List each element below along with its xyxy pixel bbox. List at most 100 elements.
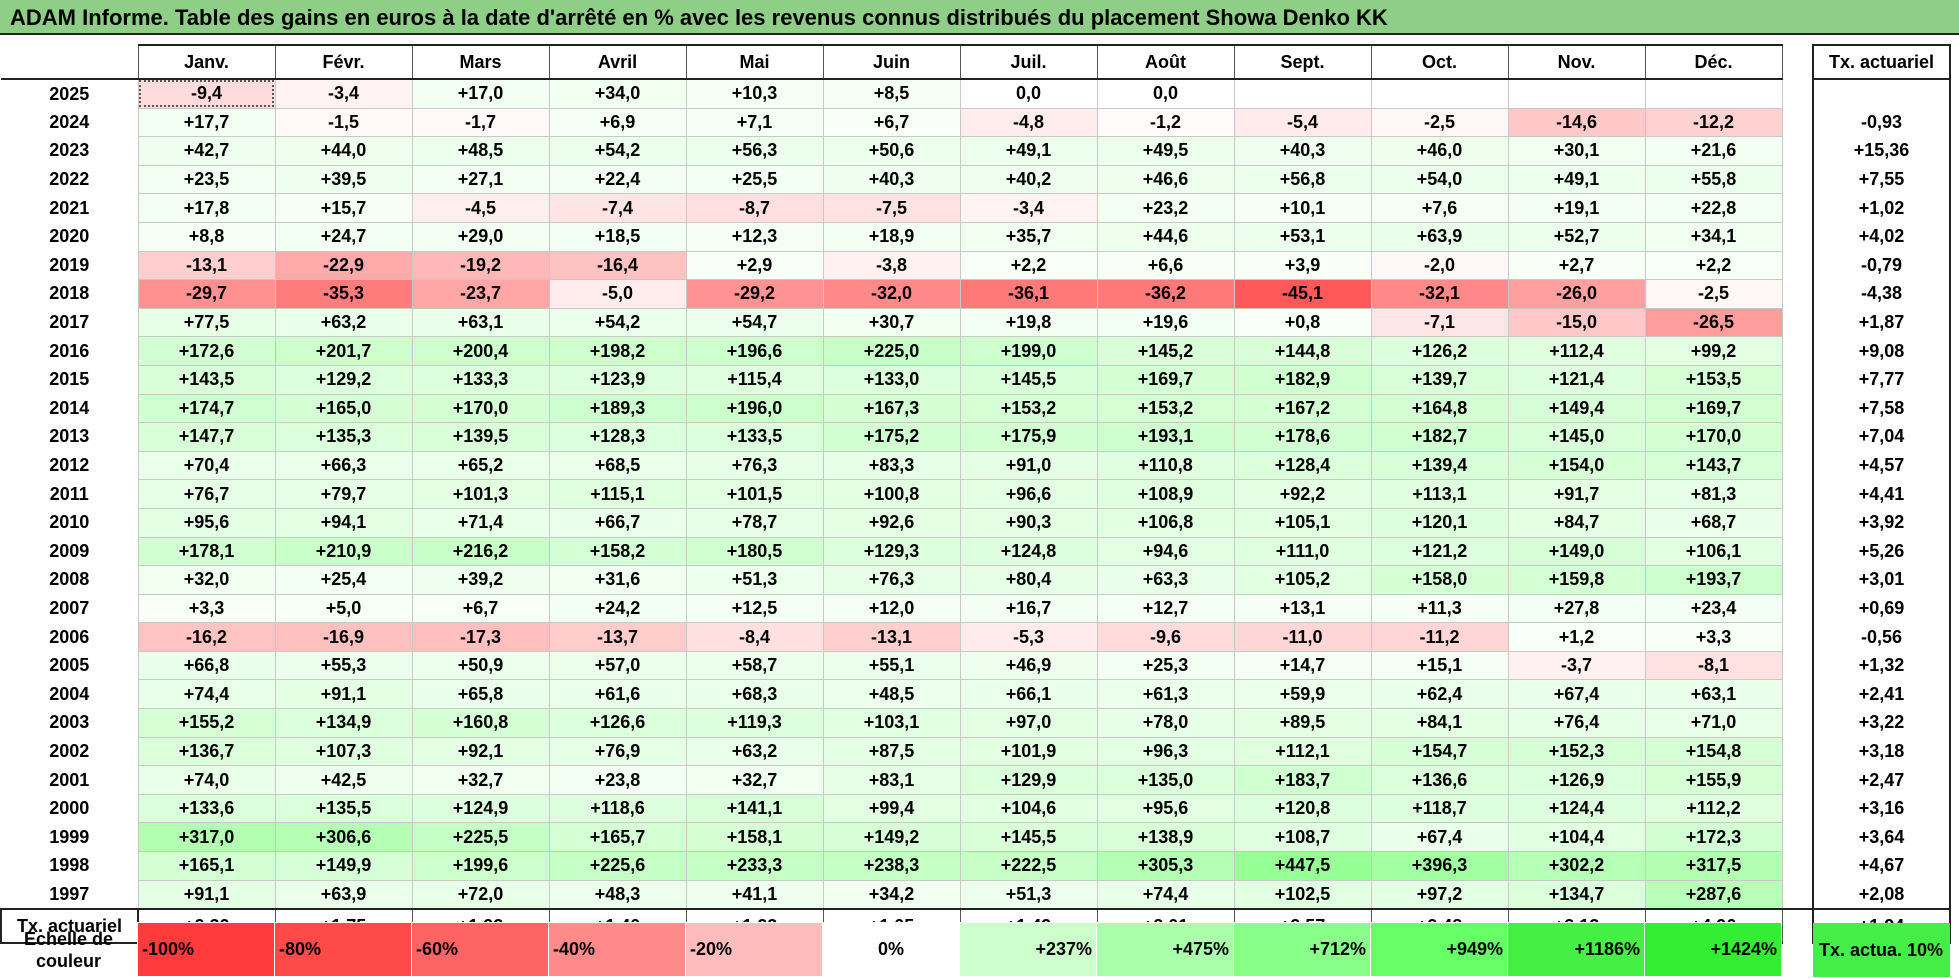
actuarial-cell[interactable]: +0,69 (1812, 594, 1951, 623)
gain-cell[interactable]: -16,4 (548, 250, 687, 281)
gain-cell[interactable]: +22,8 (1644, 193, 1783, 223)
gain-cell[interactable]: +99,2 (1644, 336, 1783, 366)
gain-cell[interactable]: +14,7 (1233, 650, 1372, 681)
gain-cell[interactable]: -3,4 (959, 193, 1098, 223)
gain-cell[interactable]: +23,4 (1644, 593, 1783, 624)
gain-cell[interactable]: +46,6 (1096, 164, 1235, 195)
gain-cell[interactable]: +50,6 (822, 136, 961, 166)
gain-cell[interactable]: -11,0 (1233, 622, 1372, 652)
gain-cell[interactable]: +46,9 (959, 650, 1098, 681)
gain-cell[interactable]: +233,3 (685, 851, 824, 881)
gain-cell[interactable]: -13,7 (548, 622, 687, 652)
gain-cell[interactable]: +164,8 (1370, 393, 1509, 424)
gain-cell[interactable]: +63,1 (411, 307, 550, 338)
gain-cell[interactable]: -16,2 (137, 622, 276, 652)
month-header[interactable]: Oct. (1370, 44, 1509, 80)
gain-cell[interactable]: +123,9 (548, 364, 687, 395)
gain-cell[interactable]: +15,7 (274, 193, 413, 223)
gain-cell[interactable]: +12,3 (685, 221, 824, 252)
gain-cell[interactable]: +183,7 (1233, 765, 1372, 795)
gain-cell[interactable]: +52,7 (1507, 221, 1646, 252)
gain-cell[interactable]: -5,4 (1233, 107, 1372, 138)
actuarial-cell[interactable]: +3,92 (1812, 508, 1951, 537)
gain-cell[interactable]: +80,4 (959, 565, 1098, 595)
gain-cell[interactable]: -11,2 (1370, 622, 1509, 652)
gain-cell[interactable]: +112,2 (1644, 793, 1783, 824)
gain-cell[interactable]: +196,0 (685, 393, 824, 424)
gain-cell[interactable]: +135,0 (1096, 765, 1235, 795)
gain-cell[interactable]: +6,9 (548, 107, 687, 138)
gain-cell[interactable]: +97,0 (959, 708, 1098, 738)
gain-cell[interactable]: +135,3 (274, 422, 413, 452)
gain-cell[interactable]: +193,1 (1096, 422, 1235, 452)
gain-cell[interactable]: +83,3 (822, 450, 961, 481)
gain-cell[interactable]: +158,1 (685, 822, 824, 853)
actuarial-cell[interactable]: -0,93 (1812, 108, 1951, 137)
gain-cell[interactable]: -29,2 (685, 279, 824, 309)
gain-cell[interactable]: +91,1 (274, 679, 413, 710)
gain-cell[interactable]: +49,5 (1096, 136, 1235, 166)
gain-cell[interactable]: +58,7 (685, 650, 824, 681)
gain-cell[interactable]: +133,0 (822, 364, 961, 395)
gain-cell[interactable]: +104,6 (959, 793, 1098, 824)
actuarial-cell[interactable]: +3,18 (1812, 737, 1951, 766)
month-header[interactable]: Juin (822, 44, 961, 80)
gain-cell[interactable]: +54,2 (548, 307, 687, 338)
gain-cell[interactable]: +18,9 (822, 221, 961, 252)
gain-cell[interactable]: -8,7 (685, 193, 824, 223)
gain-cell[interactable]: +174,7 (137, 393, 276, 424)
gain-cell[interactable]: +54,0 (1370, 164, 1509, 195)
gain-cell[interactable]: +63,9 (1370, 221, 1509, 252)
gain-cell[interactable]: +121,4 (1507, 364, 1646, 395)
gain-cell[interactable]: +30,1 (1507, 136, 1646, 166)
gain-cell[interactable]: +5,0 (274, 593, 413, 624)
gain-cell[interactable]: +54,7 (685, 307, 824, 338)
gain-cell[interactable]: +67,4 (1507, 679, 1646, 710)
gain-cell[interactable]: +317,5 (1644, 851, 1783, 881)
gain-cell[interactable]: +113,1 (1370, 479, 1509, 509)
gain-cell[interactable]: +447,5 (1233, 851, 1372, 881)
gain-cell[interactable]: +107,3 (274, 736, 413, 767)
gain-cell[interactable]: +105,1 (1233, 507, 1372, 538)
gain-cell[interactable]: +152,3 (1507, 736, 1646, 767)
gain-cell[interactable]: +120,8 (1233, 793, 1372, 824)
gain-cell[interactable]: +79,7 (274, 479, 413, 509)
gain-cell[interactable]: -15,0 (1507, 307, 1646, 338)
actuarial-cell[interactable]: +9,08 (1812, 336, 1951, 366)
gain-cell[interactable]: +70,4 (137, 450, 276, 481)
gain-cell[interactable]: +40,3 (1233, 136, 1372, 166)
gain-cell[interactable]: +6,6 (1096, 250, 1235, 281)
gain-cell[interactable]: -2,5 (1370, 107, 1509, 138)
gain-cell[interactable]: +31,6 (548, 565, 687, 595)
gain-cell[interactable]: +101,3 (411, 479, 550, 509)
month-header[interactable]: Mai (685, 44, 824, 80)
actuarial-cell[interactable]: +1,02 (1812, 193, 1951, 223)
gain-cell[interactable]: +112,4 (1507, 336, 1646, 366)
gain-cell[interactable]: +159,8 (1507, 565, 1646, 595)
gain-cell[interactable]: -1,7 (411, 107, 550, 138)
gain-cell[interactable]: +19,6 (1096, 307, 1235, 338)
gain-cell[interactable]: +108,9 (1096, 479, 1235, 509)
gain-cell[interactable]: +102,5 (1233, 879, 1372, 911)
gain-cell[interactable]: +78,0 (1096, 708, 1235, 738)
gain-cell[interactable]: +128,4 (1233, 450, 1372, 481)
gain-cell[interactable]: -8,4 (685, 622, 824, 652)
month-header[interactable]: Déc. (1644, 44, 1783, 80)
gain-cell[interactable]: +55,3 (274, 650, 413, 681)
gain-cell[interactable]: +17,8 (137, 193, 276, 223)
gain-cell[interactable]: +112,1 (1233, 736, 1372, 767)
gain-cell[interactable]: +63,2 (274, 307, 413, 338)
gain-cell[interactable]: +40,3 (822, 164, 961, 195)
gain-cell[interactable]: +115,1 (548, 479, 687, 509)
gain-cell[interactable]: +76,7 (137, 479, 276, 509)
gain-cell[interactable]: -4,5 (411, 193, 550, 223)
gain-cell[interactable]: +49,1 (1507, 164, 1646, 195)
gain-cell[interactable]: -12,2 (1644, 107, 1783, 138)
gain-cell[interactable]: -4,8 (959, 107, 1098, 138)
gain-cell[interactable]: +90,3 (959, 507, 1098, 538)
gain-cell[interactable]: +145,0 (1507, 422, 1646, 452)
gain-cell[interactable]: -13,1 (137, 250, 276, 281)
gain-cell[interactable]: +143,7 (1644, 450, 1783, 481)
gain-cell[interactable]: 0,0 (959, 78, 1098, 109)
gain-cell[interactable]: +182,9 (1233, 364, 1372, 395)
